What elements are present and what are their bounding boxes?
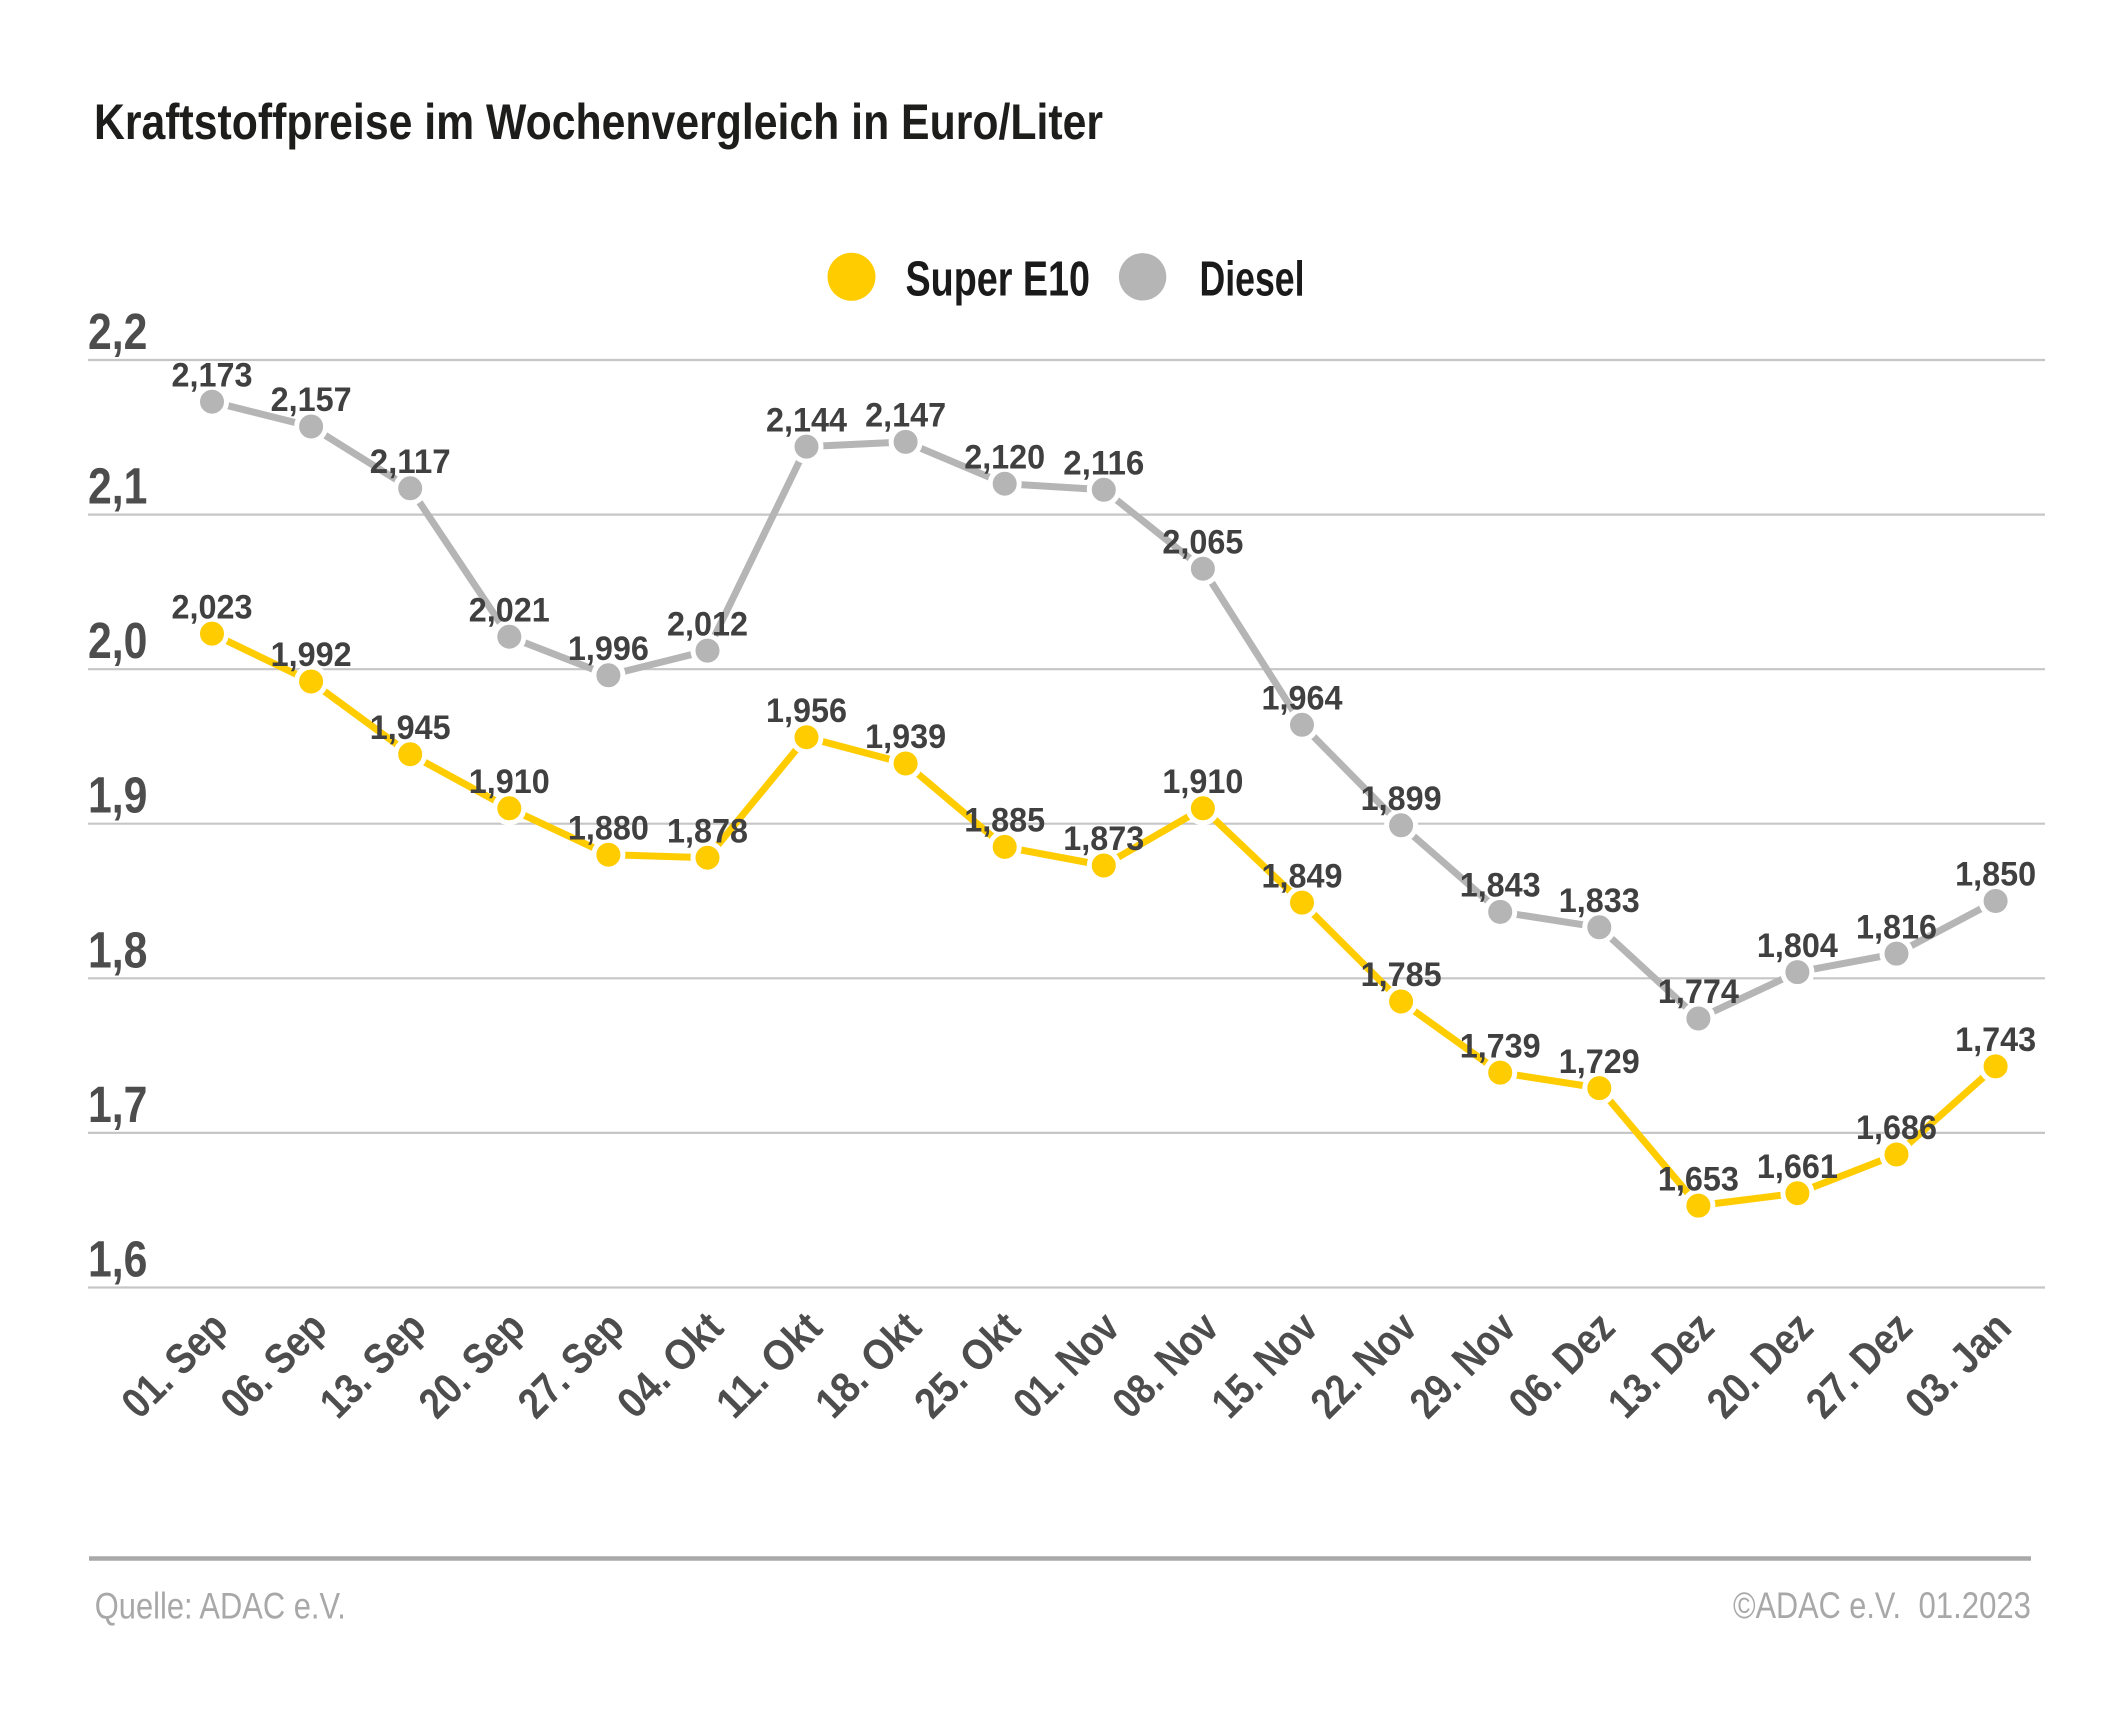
svg-text:2,116: 2,116 (1063, 445, 1144, 483)
svg-text:Quelle: ADAC e.V.: Quelle: ADAC e.V. (95, 1585, 346, 1627)
svg-text:1,843: 1,843 (1460, 867, 1541, 905)
svg-text:1,774: 1,774 (1658, 973, 1739, 1011)
svg-text:1,992: 1,992 (271, 636, 352, 674)
svg-text:1,850: 1,850 (1955, 856, 2036, 894)
svg-text:1,910: 1,910 (1162, 763, 1243, 801)
svg-text:1,739: 1,739 (1460, 1027, 1541, 1065)
svg-text:1,7: 1,7 (88, 1076, 147, 1133)
svg-text:2,2: 2,2 (88, 303, 147, 360)
svg-text:1,873: 1,873 (1063, 820, 1144, 858)
svg-text:1,661: 1,661 (1757, 1148, 1838, 1186)
svg-text:1,956: 1,956 (766, 692, 847, 730)
svg-text:1,910: 1,910 (469, 763, 550, 801)
svg-text:2,065: 2,065 (1162, 523, 1243, 561)
svg-text:2,012: 2,012 (667, 605, 748, 643)
svg-text:2,0: 2,0 (88, 612, 147, 669)
svg-text:1,785: 1,785 (1361, 956, 1442, 994)
svg-text:2,1: 2,1 (88, 458, 147, 515)
svg-text:1,729: 1,729 (1559, 1043, 1640, 1081)
svg-text:2,117: 2,117 (370, 443, 451, 481)
svg-text:1,9: 1,9 (88, 767, 147, 824)
svg-text:Diesel: Diesel (1200, 252, 1305, 306)
svg-text:1,964: 1,964 (1262, 680, 1343, 718)
svg-text:1,686: 1,686 (1856, 1109, 1937, 1147)
svg-text:Kraftstoffpreise im Wochenverg: Kraftstoffpreise im Wochenvergleich in E… (94, 94, 1103, 150)
svg-text:2,023: 2,023 (172, 588, 253, 626)
svg-text:1,899: 1,899 (1361, 780, 1442, 818)
svg-text:2,147: 2,147 (865, 397, 946, 435)
svg-text:1,833: 1,833 (1559, 882, 1640, 920)
svg-text:1,816: 1,816 (1856, 908, 1937, 946)
svg-text:1,878: 1,878 (667, 812, 748, 850)
svg-text:1,743: 1,743 (1955, 1021, 2036, 1059)
svg-text:1,945: 1,945 (370, 709, 451, 747)
svg-text:1,996: 1,996 (568, 630, 649, 668)
svg-text:1,8: 1,8 (88, 921, 147, 978)
svg-text:1,653: 1,653 (1658, 1160, 1739, 1198)
svg-text:1,6: 1,6 (88, 1231, 147, 1288)
svg-text:2,173: 2,173 (172, 356, 253, 394)
svg-text:1,849: 1,849 (1262, 857, 1343, 895)
svg-text:2,021: 2,021 (469, 591, 550, 629)
svg-text:Super E10: Super E10 (906, 252, 1091, 306)
svg-text:1,880: 1,880 (568, 809, 649, 847)
svg-text:1,804: 1,804 (1757, 927, 1838, 965)
svg-text:01.2023: 01.2023 (1919, 1584, 2032, 1626)
svg-text:2,157: 2,157 (271, 381, 352, 419)
svg-text:2,120: 2,120 (964, 438, 1045, 476)
svg-text:1,885: 1,885 (964, 802, 1045, 840)
svg-text:2,144: 2,144 (766, 401, 847, 439)
svg-text:©ADAC e.V.: ©ADAC e.V. (1733, 1584, 1901, 1626)
svg-text:1,939: 1,939 (865, 718, 946, 756)
